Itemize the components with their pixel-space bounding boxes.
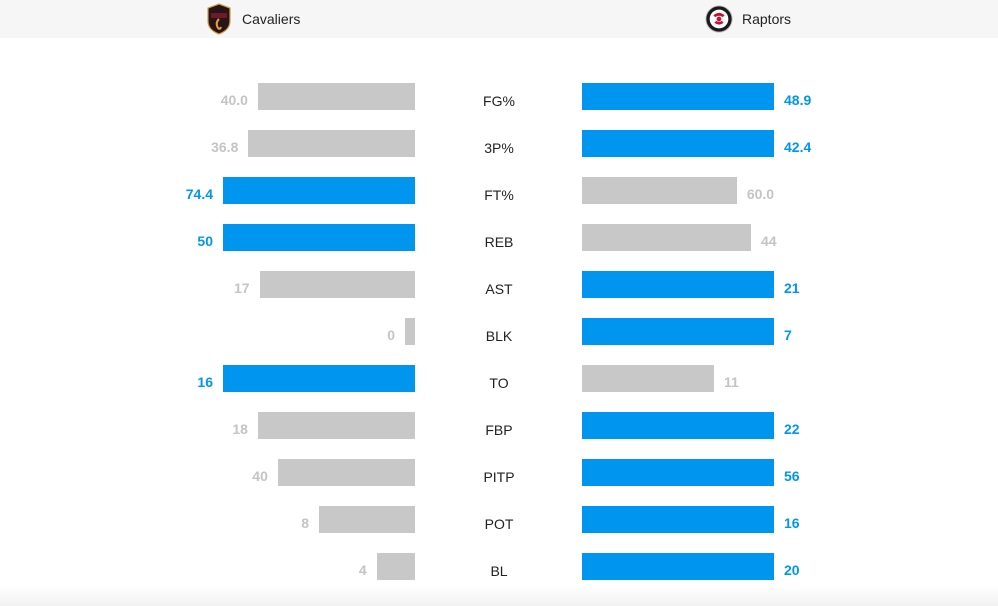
- away-bar-6[interactable]: [582, 365, 714, 392]
- away-value-label-1: 42.4: [784, 139, 812, 155]
- category-label-pitp: PITP: [483, 469, 515, 485]
- away-value-label-0: 48.9: [784, 92, 812, 108]
- home-value-label-3: 50: [197, 233, 213, 249]
- home-bar-9[interactable]: [319, 506, 415, 533]
- raptors-logo-icon: [705, 3, 733, 35]
- away-team[interactable]: Raptors: [705, 0, 791, 38]
- home-value-label-7: 18: [232, 421, 248, 437]
- home-value-label-8: 40: [252, 468, 268, 484]
- category-label-3p-pct: 3P%: [484, 140, 514, 156]
- home-bar-1[interactable]: [248, 130, 415, 157]
- away-bar-5[interactable]: [582, 318, 774, 345]
- away-bar-0[interactable]: [582, 83, 774, 110]
- away-bar-9[interactable]: [582, 506, 774, 533]
- away-value-label-5: 7: [784, 327, 792, 343]
- category-label-ast: AST: [485, 281, 513, 297]
- cavaliers-logo-icon: [205, 3, 233, 35]
- away-team-name: Raptors: [742, 11, 792, 27]
- category-label-ft-pct: FT%: [484, 187, 514, 203]
- home-value-label-6: 16: [197, 374, 213, 390]
- home-bar-0[interactable]: [257, 83, 415, 110]
- away-bar-4[interactable]: [582, 271, 774, 298]
- away-value-label-8: 56: [784, 468, 800, 484]
- category-label-bl: BL: [490, 563, 508, 579]
- home-bar-7[interactable]: [257, 412, 415, 439]
- category-label-fg-pct: FG%: [483, 93, 515, 109]
- footer-shade: [0, 586, 998, 606]
- away-bar-1[interactable]: [582, 130, 774, 157]
- home-bar-8[interactable]: [277, 459, 415, 486]
- home-team-name: Cavaliers: [242, 11, 301, 27]
- category-label-pot: POT: [484, 516, 514, 532]
- home-bar-3[interactable]: [223, 224, 415, 251]
- home-bar-2[interactable]: [223, 177, 415, 204]
- home-value-label-2: 74.4: [185, 186, 213, 202]
- home-value-label-0: 40.0: [220, 92, 248, 108]
- category-label-to: TO: [489, 375, 509, 391]
- away-value-label-2: 60.0: [746, 186, 775, 202]
- away-value-label-9: 16: [784, 515, 800, 531]
- home-value-label-9: 8: [301, 515, 309, 531]
- away-value-label-3: 44: [760, 233, 777, 249]
- home-team[interactable]: Cavaliers: [205, 0, 300, 38]
- away-bar-2[interactable]: [582, 177, 737, 204]
- away-bar-3[interactable]: [582, 224, 751, 251]
- home-value-label-5: 0: [387, 327, 395, 343]
- away-bar-10[interactable]: [582, 553, 774, 580]
- away-value-label-4: 21: [784, 280, 800, 296]
- away-bar-7[interactable]: [582, 412, 774, 439]
- home-bar-10[interactable]: [376, 553, 415, 580]
- home-bar-4[interactable]: [259, 271, 415, 298]
- away-value-label-7: 22: [784, 421, 800, 437]
- away-bar-8[interactable]: [582, 459, 774, 486]
- away-value-label-10: 20: [784, 562, 800, 578]
- category-label-blk: BLK: [485, 328, 513, 344]
- home-value-label-4: 17: [234, 280, 250, 296]
- home-bar-5[interactable]: [405, 318, 415, 345]
- category-label-fbp: FBP: [485, 422, 513, 438]
- away-value-label-6: 11: [724, 374, 739, 390]
- scoreboard-header: Cavaliers Raptors: [0, 0, 998, 38]
- home-value-label-1: 36.8: [211, 139, 239, 155]
- category-label-reb: REB: [484, 234, 514, 250]
- home-bar-6[interactable]: [223, 365, 415, 392]
- home-value-label-10: 4: [358, 562, 367, 578]
